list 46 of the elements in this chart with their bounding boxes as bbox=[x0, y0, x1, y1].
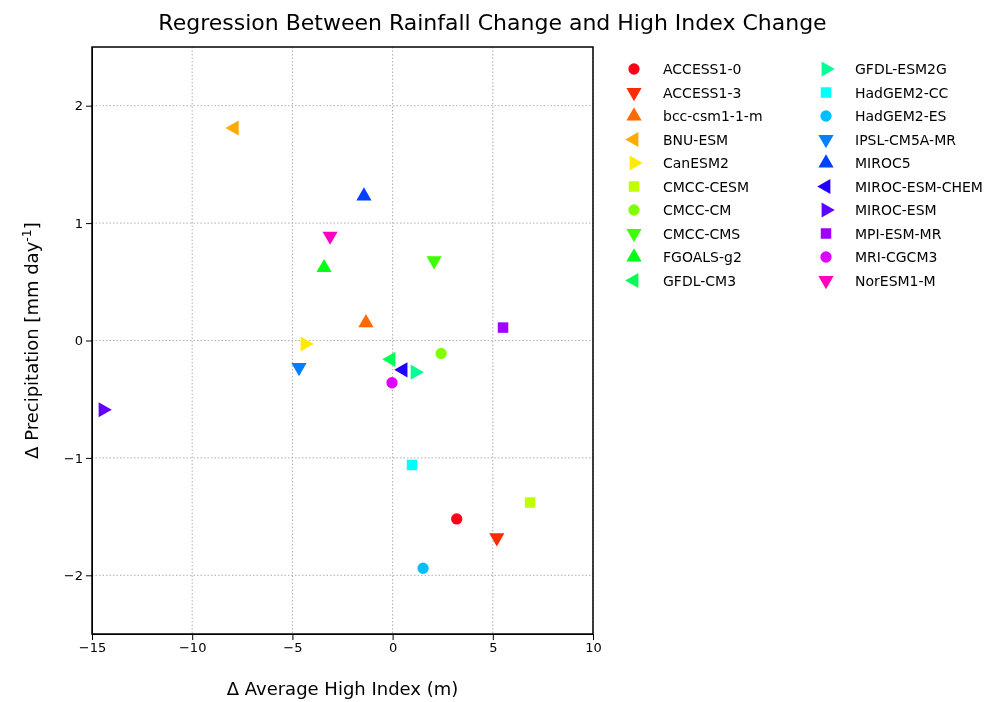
point bbox=[410, 364, 424, 380]
legend-label: MIROC5 bbox=[855, 155, 911, 171]
legend-label: FGOALS-g2 bbox=[663, 249, 742, 265]
legend-label: MPI-ESM-MR bbox=[855, 225, 942, 242]
point bbox=[358, 314, 374, 328]
point bbox=[435, 347, 447, 360]
y-tick-label: 0 bbox=[74, 333, 83, 349]
legend-label: ACCESS1-3 bbox=[663, 84, 742, 101]
y-tick-label: 1 bbox=[74, 215, 83, 231]
point bbox=[406, 459, 418, 471]
point bbox=[524, 497, 536, 508]
legend-label: HadGEM2-ES bbox=[855, 108, 947, 124]
y-tick-label: 2 bbox=[74, 98, 83, 114]
x-tick-label: −15 bbox=[78, 640, 107, 656]
point bbox=[451, 513, 463, 525]
x-axis-title: Δ Average High Index (m) bbox=[226, 678, 459, 699]
legend-label: GFDL-CM3 bbox=[663, 272, 737, 289]
legend-label: CMCC-CM bbox=[663, 202, 732, 218]
legend-label: BNU-ESM bbox=[663, 131, 729, 148]
point bbox=[98, 402, 112, 418]
y-tick-label: −1 bbox=[63, 450, 83, 466]
legend-label: CMCC-CMS bbox=[663, 225, 741, 242]
point bbox=[300, 336, 314, 352]
x-tick-label: 10 bbox=[585, 640, 602, 656]
x-tick-label: −5 bbox=[283, 640, 303, 656]
legend-label: MIROC-ESM-CHEM bbox=[855, 178, 983, 195]
chart-title: Regression Between Rainfall Change and High Index Change bbox=[158, 10, 827, 35]
legend-label: bcc-csm1-1-m bbox=[663, 108, 763, 124]
legend-label: GFDL-ESM2G bbox=[855, 61, 947, 77]
legend-label: CanESM2 bbox=[663, 155, 729, 171]
legend-label: MRI-CGCM3 bbox=[855, 249, 938, 265]
point bbox=[316, 258, 332, 273]
legend-label: ACCESS1-0 bbox=[663, 61, 742, 77]
point bbox=[417, 562, 429, 574]
point bbox=[386, 377, 398, 389]
y-tick-label: −2 bbox=[63, 567, 83, 583]
legend-label: NorESM1-M bbox=[855, 272, 936, 289]
x-tick-label: 5 bbox=[489, 640, 498, 656]
point bbox=[356, 187, 372, 201]
legend-label: MIROC-ESM bbox=[855, 202, 937, 218]
legend-label: HadGEM2-CC bbox=[855, 84, 949, 101]
point bbox=[497, 322, 509, 333]
legend-label: IPSL-CM5A-MR bbox=[855, 131, 957, 148]
x-tick-label: −10 bbox=[178, 640, 207, 656]
legend-label: CMCC-CESM bbox=[663, 178, 750, 195]
x-tick-label: 0 bbox=[388, 640, 398, 656]
